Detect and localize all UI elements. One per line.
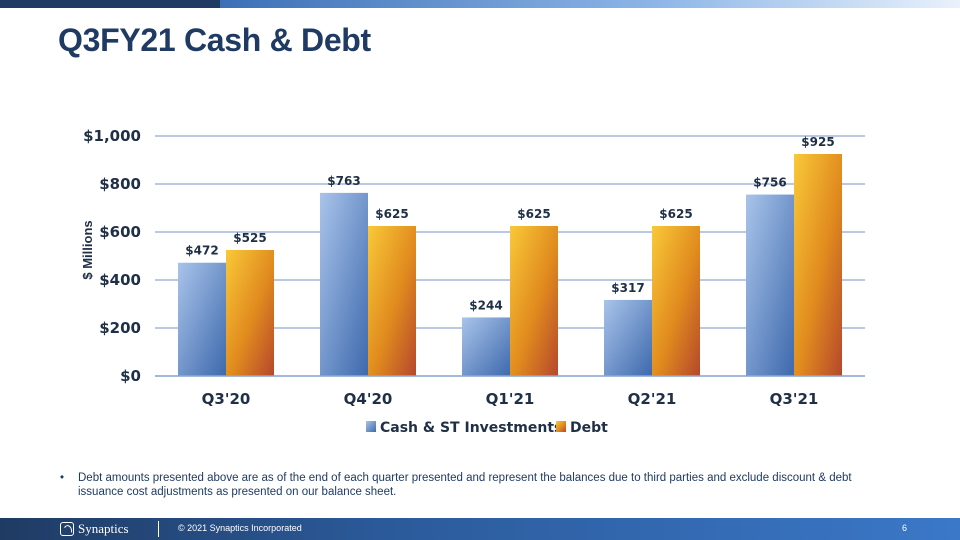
bar-debt [368, 226, 416, 376]
data-label-cash: $472 [185, 244, 218, 258]
bar-cash [320, 192, 368, 376]
synaptics-logo: Synaptics [60, 521, 129, 537]
copyright-text: © 2021 Synaptics Incorporated [178, 523, 302, 533]
data-label-cash: $244 [469, 298, 502, 312]
legend-swatch-cash [366, 421, 376, 432]
page-title: Q3FY21 Cash & Debt [58, 22, 371, 58]
footer-bar: Synaptics © 2021 Synaptics Incorporated … [0, 518, 960, 540]
y-tick-label: $200 [99, 319, 141, 337]
legend: Cash & ST Investments Debt [366, 420, 608, 436]
legend-swatch-debt [556, 421, 566, 432]
axes: $0 $200 $400 $600 $800 $1,000 Q3'20 Q4'20 Q1'21 Q… [83, 127, 865, 408]
data-label-debt: $625 [659, 207, 692, 221]
page-number: 6 [902, 523, 908, 533]
x-tick-label: Q2'21 [628, 390, 677, 408]
data-label-debt: $625 [517, 207, 550, 221]
y-axis-title: $ Millions [80, 220, 95, 279]
footnote-text: Debt amounts presented above are as of t… [78, 472, 852, 498]
footnote-bullet: • [60, 472, 65, 484]
y-tick-label: $400 [99, 271, 141, 289]
data-label-cash: $756 [753, 176, 786, 190]
data-label-debt: $525 [233, 231, 266, 245]
bar-cash [462, 317, 510, 376]
logo-text: Synaptics [78, 521, 129, 536]
data-label-cash: $763 [327, 174, 360, 188]
bar-cash [746, 194, 794, 376]
x-tick-label: Q1'21 [486, 390, 535, 408]
y-tick-label: $1,000 [83, 127, 141, 145]
footnote: • Debt amounts presented above are as of… [60, 471, 878, 499]
x-tick-label: Q4'20 [344, 390, 393, 408]
synaptics-logo-icon [60, 522, 74, 536]
bar-cash [604, 299, 652, 376]
footer-divider [158, 521, 159, 537]
y-tick-label: $0 [120, 367, 141, 385]
x-tick-label: Q3'21 [770, 390, 819, 408]
data-label-cash: $317 [611, 281, 644, 295]
data-label-debt: $625 [375, 207, 408, 221]
top-accent-dark [0, 0, 220, 8]
legend-label-debt: Debt [570, 420, 608, 436]
bar-debt [226, 250, 274, 376]
y-tick-label: $600 [99, 223, 141, 241]
bar-debt [510, 226, 558, 376]
bar-debt [652, 226, 700, 376]
data-labels: $472 $525 $763 $625 $244 $625 $317 $625 $756 $925 [185, 135, 834, 312]
bar-debt [794, 154, 842, 376]
data-label-debt: $925 [801, 135, 834, 149]
bar-cash [178, 262, 226, 376]
legend-label-cash: Cash & ST Investments [380, 420, 562, 436]
top-accent-gradient [220, 0, 960, 8]
cash-debt-chart: $472 $525 $763 $625 $244 $625 $317 $625 $756 $925… [80, 127, 865, 436]
top-accent-bar [0, 0, 960, 8]
bars [178, 154, 842, 376]
x-tick-label: Q3'20 [202, 390, 251, 408]
y-tick-label: $800 [99, 175, 141, 193]
